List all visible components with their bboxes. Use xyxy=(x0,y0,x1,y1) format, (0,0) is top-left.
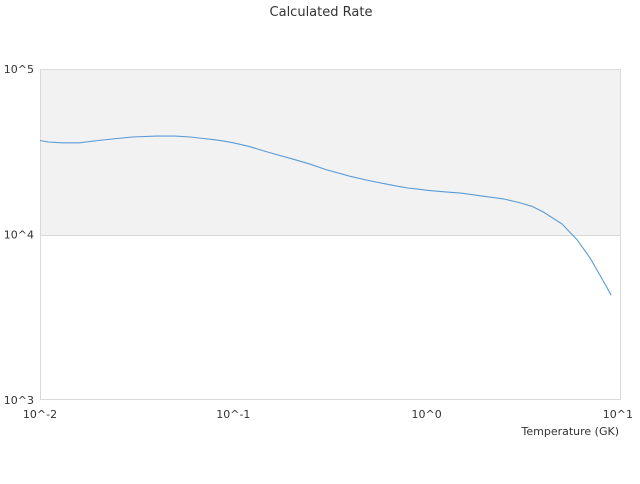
y-tick-label: 10^5 xyxy=(4,63,34,76)
series-line xyxy=(39,135,612,296)
x-tick-label: 10^0 xyxy=(412,408,442,421)
x-tick-label: 10^1 xyxy=(603,408,633,421)
chart-title: Calculated Rate xyxy=(270,5,373,20)
y-tick-label: 10^4 xyxy=(4,229,34,242)
x-tick-label: 10^-1 xyxy=(216,408,250,421)
upper-band xyxy=(40,69,620,235)
x-axis-title: Temperature (GK) xyxy=(521,425,620,438)
x-tick-label: 10^-2 xyxy=(23,408,57,421)
y-tick-label: 10^3 xyxy=(4,394,34,407)
